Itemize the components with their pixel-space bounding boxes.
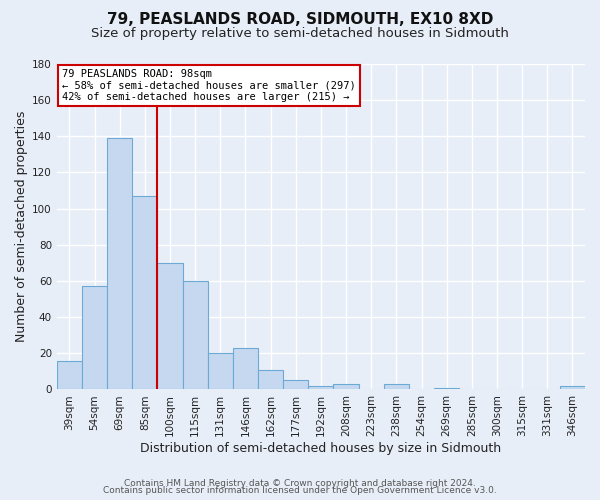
Text: Contains HM Land Registry data © Crown copyright and database right 2024.: Contains HM Land Registry data © Crown c…	[124, 478, 476, 488]
Bar	[434, 388, 459, 390]
Bar	[57, 360, 82, 390]
X-axis label: Distribution of semi-detached houses by size in Sidmouth: Distribution of semi-detached houses by …	[140, 442, 502, 455]
Bar	[384, 384, 409, 390]
Bar	[157, 263, 182, 390]
Text: Size of property relative to semi-detached houses in Sidmouth: Size of property relative to semi-detach…	[91, 28, 509, 40]
Bar	[258, 370, 283, 390]
Text: 79, PEASLANDS ROAD, SIDMOUTH, EX10 8XD: 79, PEASLANDS ROAD, SIDMOUTH, EX10 8XD	[107, 12, 493, 28]
Bar	[560, 386, 585, 390]
Bar	[107, 138, 132, 390]
Bar	[132, 196, 157, 390]
Y-axis label: Number of semi-detached properties: Number of semi-detached properties	[15, 111, 28, 342]
Bar	[308, 386, 334, 390]
Bar	[82, 286, 107, 390]
Bar	[182, 281, 208, 390]
Bar	[334, 384, 359, 390]
Bar	[283, 380, 308, 390]
Bar	[233, 348, 258, 390]
Text: Contains public sector information licensed under the Open Government Licence v3: Contains public sector information licen…	[103, 486, 497, 495]
Text: 79 PEASLANDS ROAD: 98sqm
← 58% of semi-detached houses are smaller (297)
42% of : 79 PEASLANDS ROAD: 98sqm ← 58% of semi-d…	[62, 69, 356, 102]
Bar	[208, 354, 233, 390]
